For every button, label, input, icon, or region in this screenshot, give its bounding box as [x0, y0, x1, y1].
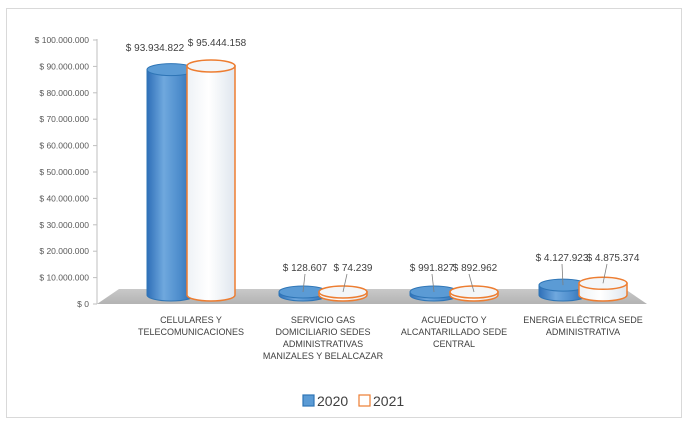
y-tick-label: $ 90.000.000 [39, 61, 89, 71]
category-label-line: DOMICILIARIO SEDES [275, 327, 370, 337]
legend: 2020 2021 [302, 393, 404, 409]
leader-line [602, 263, 608, 284]
data-label: $ 892.962 [453, 263, 498, 274]
y-tick-label: $ 100.000.000 [35, 35, 90, 45]
y-tick-label: $ 40.000.000 [39, 193, 89, 203]
category-label-line: ADMINISTRATIVAS [283, 339, 363, 349]
bar-2021-2: $ 892.962 [449, 263, 499, 302]
category-label-line: ADMINISTRATIVA [546, 327, 620, 337]
bar-2021-0: $ 95.444.158 [186, 38, 247, 302]
legend-label: 2020 [317, 393, 348, 409]
leader-line [468, 273, 475, 293]
data-label: $ 95.444.158 [188, 38, 247, 49]
y-axis: $ 0 $ 10.000.000 $ 20.000.000 $ 30.000.000 $… [35, 35, 97, 309]
category-label-line: MANIZALES Y BELALCAZAR [263, 351, 384, 361]
data-label: $ 4.127.923 [536, 253, 589, 264]
category-label: ENERGIA ELÉCTRICA SEDE ADMINISTRATIVA [523, 315, 643, 337]
leader-line [342, 273, 348, 293]
y-tick-label: $ 20.000.000 [39, 246, 89, 256]
data-label: $ 128.607 [283, 263, 328, 274]
y-tick-label: $ 50.000.000 [39, 167, 89, 177]
bar-2020-3: $ 4.127.923 [536, 253, 589, 302]
category-label: SERVICIO GAS DOMICILIARIO SEDES ADMINISTRA… [263, 315, 384, 361]
cylinder-bar-chart: $ 0 $ 10.000.000 $ 20.000.000 $ 30.000.000 $… [35, 35, 647, 409]
chart-frame: $ 0 $ 10.000.000 $ 20.000.000 $ 30.000.000 $… [6, 8, 682, 418]
data-label: $ 74.239 [334, 263, 373, 274]
legend-label: 2021 [373, 393, 404, 409]
category-label-line: ACUEDUCTO Y [421, 315, 486, 325]
leader-line [561, 263, 564, 286]
y-tick-label: $ 80.000.000 [39, 88, 89, 98]
category-label-line: SERVICIO GAS [291, 315, 355, 325]
category-label: CELULARES Y TELECOMUNICACIONES [138, 315, 244, 337]
leader-line [431, 273, 435, 293]
category-label-line: ALCANTARILLADO SEDE [401, 327, 507, 337]
y-tick-label: $ 0 [77, 299, 89, 309]
category-label-line: CENTRAL [433, 339, 475, 349]
data-label: $ 93.934.822 [126, 43, 185, 54]
y-tick-label: $ 30.000.000 [39, 220, 89, 230]
bar-top [186, 59, 236, 73]
x-axis: CELULARES Y TELECOMUNICACIONES SERVICIO GA… [138, 315, 643, 361]
leader-line [302, 273, 306, 293]
legend-swatch-2020 [302, 394, 315, 407]
category-label-line: TELECOMUNICACIONES [138, 327, 244, 337]
plot-area: $ 93.934.822 $ 128.607 $ 991.827 $ 4.127.92… [126, 38, 640, 302]
bar-body [186, 65, 236, 302]
y-tick-label: $ 10.000.000 [39, 273, 89, 283]
bar-2020-0: $ 93.934.822 [126, 43, 196, 302]
y-tick-label: $ 60.000.000 [39, 141, 89, 151]
bar-2021-1: $ 74.239 [318, 263, 373, 302]
category-label: ACUEDUCTO Y ALCANTARILLADO SEDE CENTRAL [401, 315, 507, 349]
data-label: $ 991.827 [410, 263, 455, 274]
data-label: $ 4.875.374 [587, 253, 640, 264]
bar-2021-3: $ 4.875.374 [578, 253, 640, 302]
category-label-line: ENERGIA ELÉCTRICA SEDE [523, 315, 643, 325]
category-label-line: CELULARES Y [160, 315, 222, 325]
legend-swatch-2021 [358, 394, 371, 407]
y-tick-label: $ 70.000.000 [39, 114, 89, 124]
